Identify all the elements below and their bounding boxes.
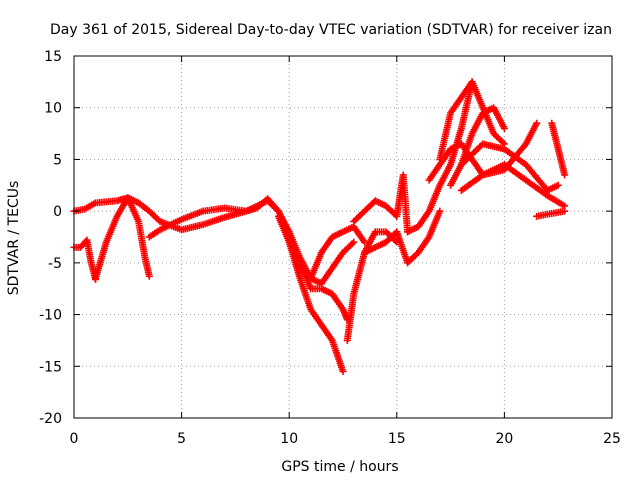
- data-point: [339, 367, 347, 375]
- series-arc17: [548, 119, 569, 179]
- x-tick-labels: 0 5 10 15 20 25: [70, 431, 621, 447]
- series-arc18: [533, 207, 569, 220]
- x-axis-label: GPS time / hours: [281, 459, 398, 475]
- data-point: [350, 238, 358, 246]
- data-point: [533, 119, 541, 127]
- x-tick-label: 5: [177, 431, 186, 447]
- plot-frame: [73, 55, 613, 419]
- y-tick-label: 15: [44, 49, 62, 65]
- data-point: [561, 171, 569, 179]
- y-tick-labels: -20 -15 -10 -5 0 5 10 15: [39, 49, 62, 427]
- axis-ticks: [73, 55, 613, 419]
- series-arc2: [70, 236, 100, 283]
- chart-title: Day 361 of 2015, Sidereal Day-to-day VTE…: [50, 22, 612, 38]
- data-point: [145, 272, 153, 280]
- series-arc14: [447, 140, 562, 194]
- series-arc15: [457, 161, 569, 210]
- data-point: [554, 181, 562, 189]
- x-tick-label: 0: [70, 431, 79, 447]
- series-arc8: [343, 228, 401, 344]
- series-arc13: [425, 119, 541, 184]
- series-arc16: [457, 104, 508, 169]
- data-point: [361, 238, 369, 246]
- series-arc7: [307, 223, 369, 282]
- x-tick-label: 10: [280, 431, 298, 447]
- y-tick-label: 5: [53, 152, 62, 168]
- y-tick-label: -15: [39, 359, 62, 375]
- y-tick-label: 10: [44, 101, 62, 117]
- data-point: [436, 207, 444, 215]
- data-point: [500, 124, 508, 132]
- y-tick-label: -5: [48, 256, 62, 272]
- series-arc4: [145, 197, 282, 241]
- x-tick-label: 25: [603, 431, 621, 447]
- series-arc10: [361, 207, 444, 267]
- data-points: [70, 78, 569, 375]
- x-tick-label: 15: [388, 431, 406, 447]
- x-tick-label: 20: [495, 431, 513, 447]
- y-tick-label: 0: [53, 204, 62, 220]
- series-arc9: [350, 171, 412, 236]
- y-tick-label: -10: [39, 308, 62, 324]
- data-point: [561, 207, 569, 215]
- series-arc3: [92, 194, 153, 282]
- y-tick-label: -20: [39, 411, 62, 427]
- y-axis-label: SDTVAR / TECUs: [6, 181, 22, 296]
